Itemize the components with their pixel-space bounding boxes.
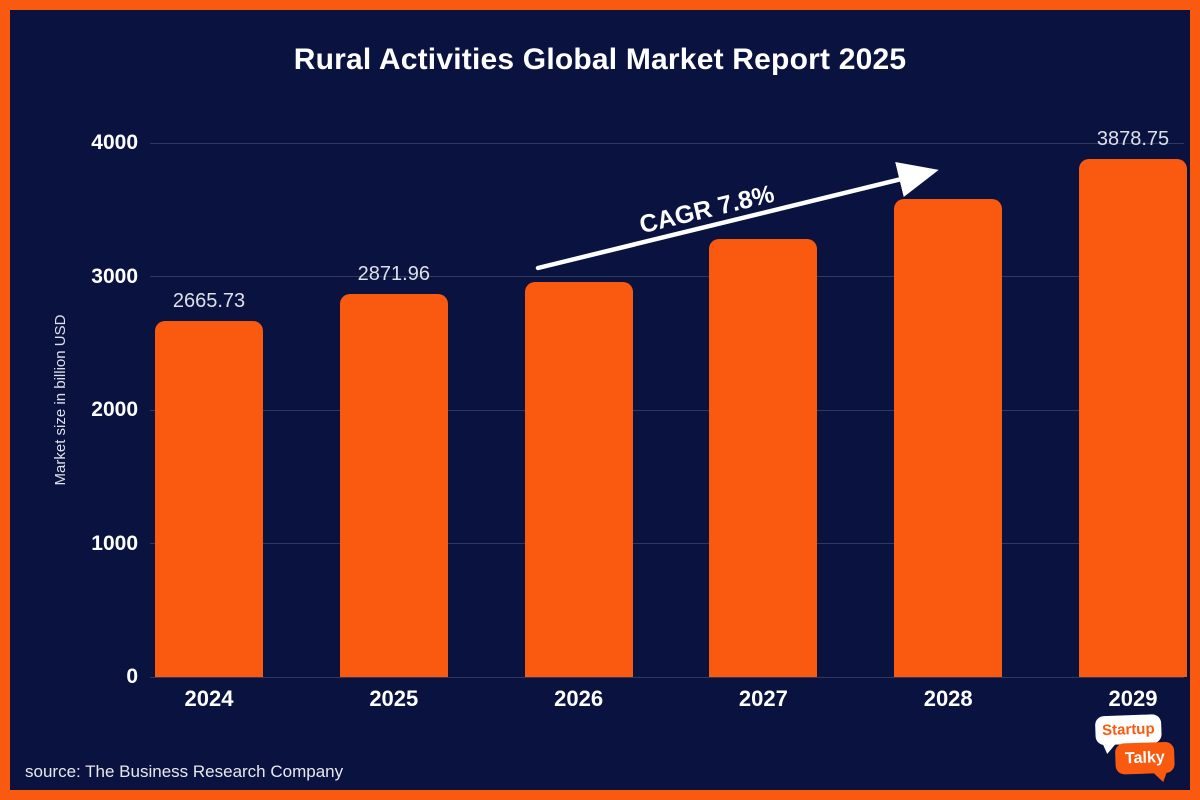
bar: [155, 321, 263, 677]
gridline: [150, 676, 1184, 678]
chart-canvas: Rural Activities Global Market Report 20…: [10, 10, 1190, 790]
bar: [709, 239, 818, 677]
source-attribution: source: The Business Research Company: [25, 762, 344, 781]
bar-value-label: 2871.96: [357, 262, 430, 285]
bar-value-label: 3878.75: [1096, 128, 1170, 151]
gridline: [150, 543, 1184, 544]
y-tick-label: 3000: [91, 264, 138, 288]
x-tick-label: 2025: [369, 686, 419, 711]
plot-area: CAGR 7.8% 0 1000 2000 3000 4000 2024 2665.73 20…: [91, 128, 1187, 711]
bar: [894, 199, 1003, 677]
cagr-annotation-label: CAGR 7.8%: [636, 179, 778, 240]
gridline: [150, 409, 1184, 411]
y-tick-label: 0: [126, 665, 138, 688]
y-tick-label: 2000: [91, 398, 138, 421]
bar: [524, 281, 633, 677]
logo-speech-bubble-top: Startup: [1094, 714, 1162, 746]
y-tick-label: 1000: [91, 531, 138, 555]
startuptalky-logo: Startup Talky: [1093, 709, 1178, 788]
bar: [1079, 159, 1187, 677]
gridline: [150, 276, 1184, 277]
bar: [339, 293, 448, 677]
bar-value-label: 2665.73: [172, 290, 246, 313]
x-tick-label: 2024: [184, 686, 234, 711]
x-tick-label: 2028: [923, 686, 973, 711]
y-tick-label: 4000: [91, 131, 138, 154]
x-tick-label: 2026: [554, 686, 604, 711]
chart-title: Rural Activities Global Market Report 20…: [293, 43, 907, 76]
gridline: [150, 142, 1184, 144]
x-tick-label: 2029: [1108, 686, 1158, 711]
x-tick-label: 2027: [738, 686, 788, 711]
logo-speech-bubble-bottom: Talky: [1114, 741, 1175, 775]
